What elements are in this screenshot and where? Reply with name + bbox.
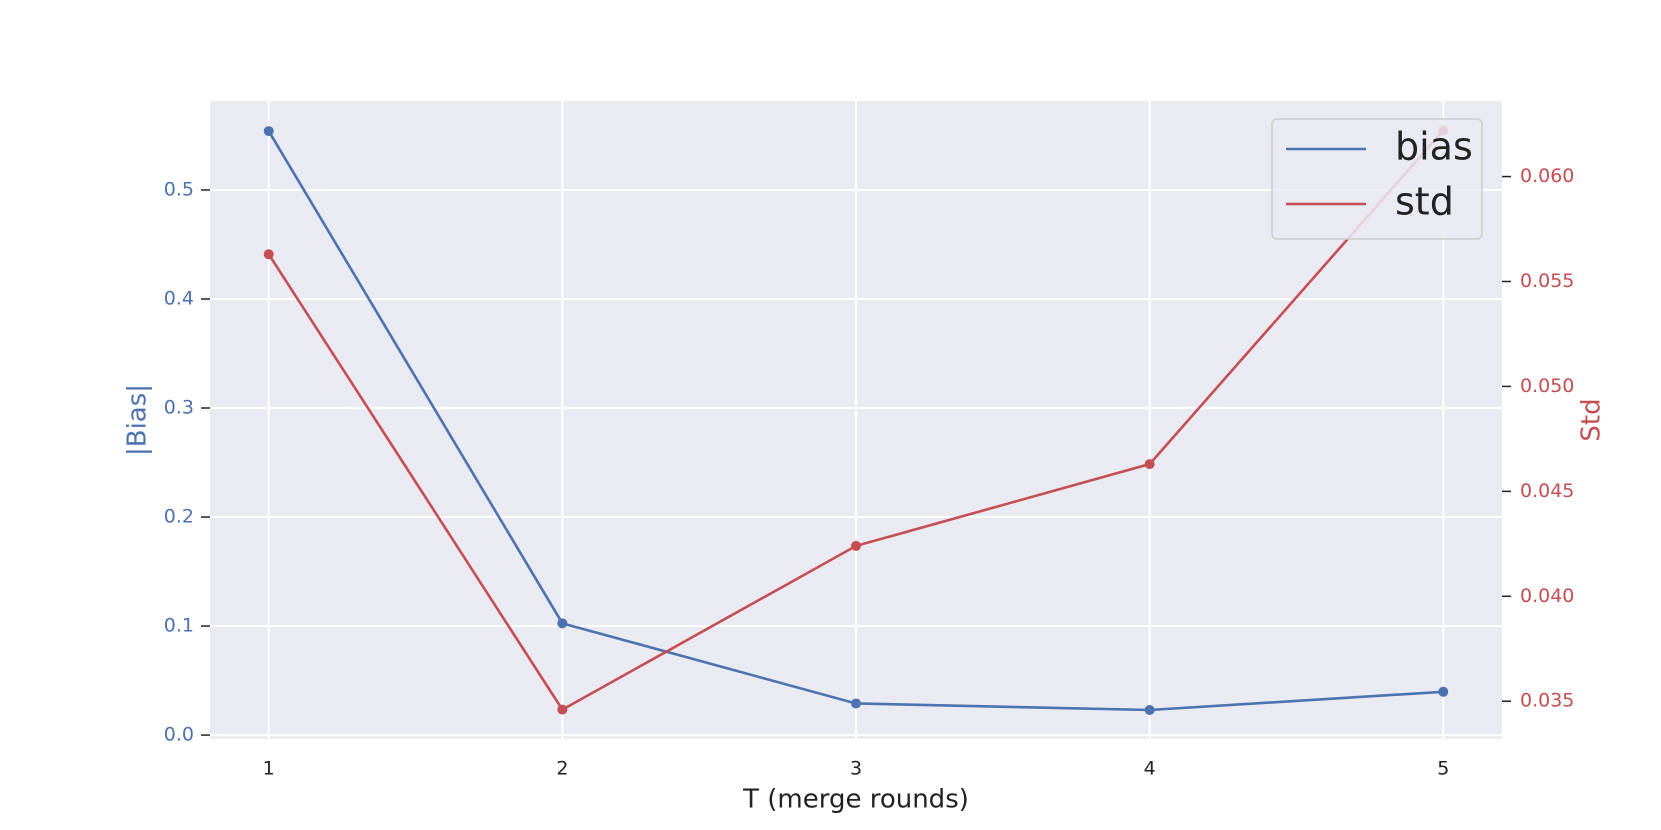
x-tick-label: 2 bbox=[556, 758, 568, 780]
y-tick-label: 0.5 bbox=[164, 178, 194, 200]
x-axis-label: T (merge rounds) bbox=[742, 785, 969, 815]
y-tick-label: 0.2 bbox=[164, 506, 194, 528]
y2-tick-label: 0.055 bbox=[1520, 270, 1574, 292]
legend-label: std bbox=[1395, 180, 1454, 224]
x-tick-label: 4 bbox=[1144, 758, 1156, 780]
y2-tick-label: 0.035 bbox=[1520, 690, 1574, 712]
y-tick-label: 0.3 bbox=[164, 397, 194, 419]
data-point bbox=[557, 704, 568, 715]
y2-tick-label: 0.050 bbox=[1520, 375, 1574, 397]
y2-tick-label: 0.045 bbox=[1520, 480, 1574, 502]
y-axis-label: |Bias| bbox=[123, 384, 153, 456]
y-tick-label: 0.0 bbox=[164, 724, 194, 746]
data-point bbox=[1144, 459, 1155, 470]
x-tick-label: 3 bbox=[850, 758, 862, 780]
legend-label: bias bbox=[1395, 125, 1473, 169]
y2-tick-label: 0.060 bbox=[1520, 165, 1574, 187]
data-point bbox=[851, 698, 861, 709]
y-tick-label: 0.1 bbox=[164, 615, 194, 637]
data-point bbox=[1144, 705, 1155, 715]
data-point bbox=[557, 618, 568, 629]
data-point bbox=[263, 249, 274, 260]
x-tick-label: 1 bbox=[263, 758, 275, 780]
data-point bbox=[1438, 686, 1449, 697]
y2-tick-label: 0.040 bbox=[1520, 585, 1574, 607]
data-point bbox=[263, 126, 274, 137]
x-tick-label: 5 bbox=[1437, 758, 1449, 780]
data-point bbox=[851, 540, 861, 551]
y2-axis-label: Std bbox=[1577, 398, 1607, 441]
y-tick-label: 0.4 bbox=[164, 287, 194, 309]
